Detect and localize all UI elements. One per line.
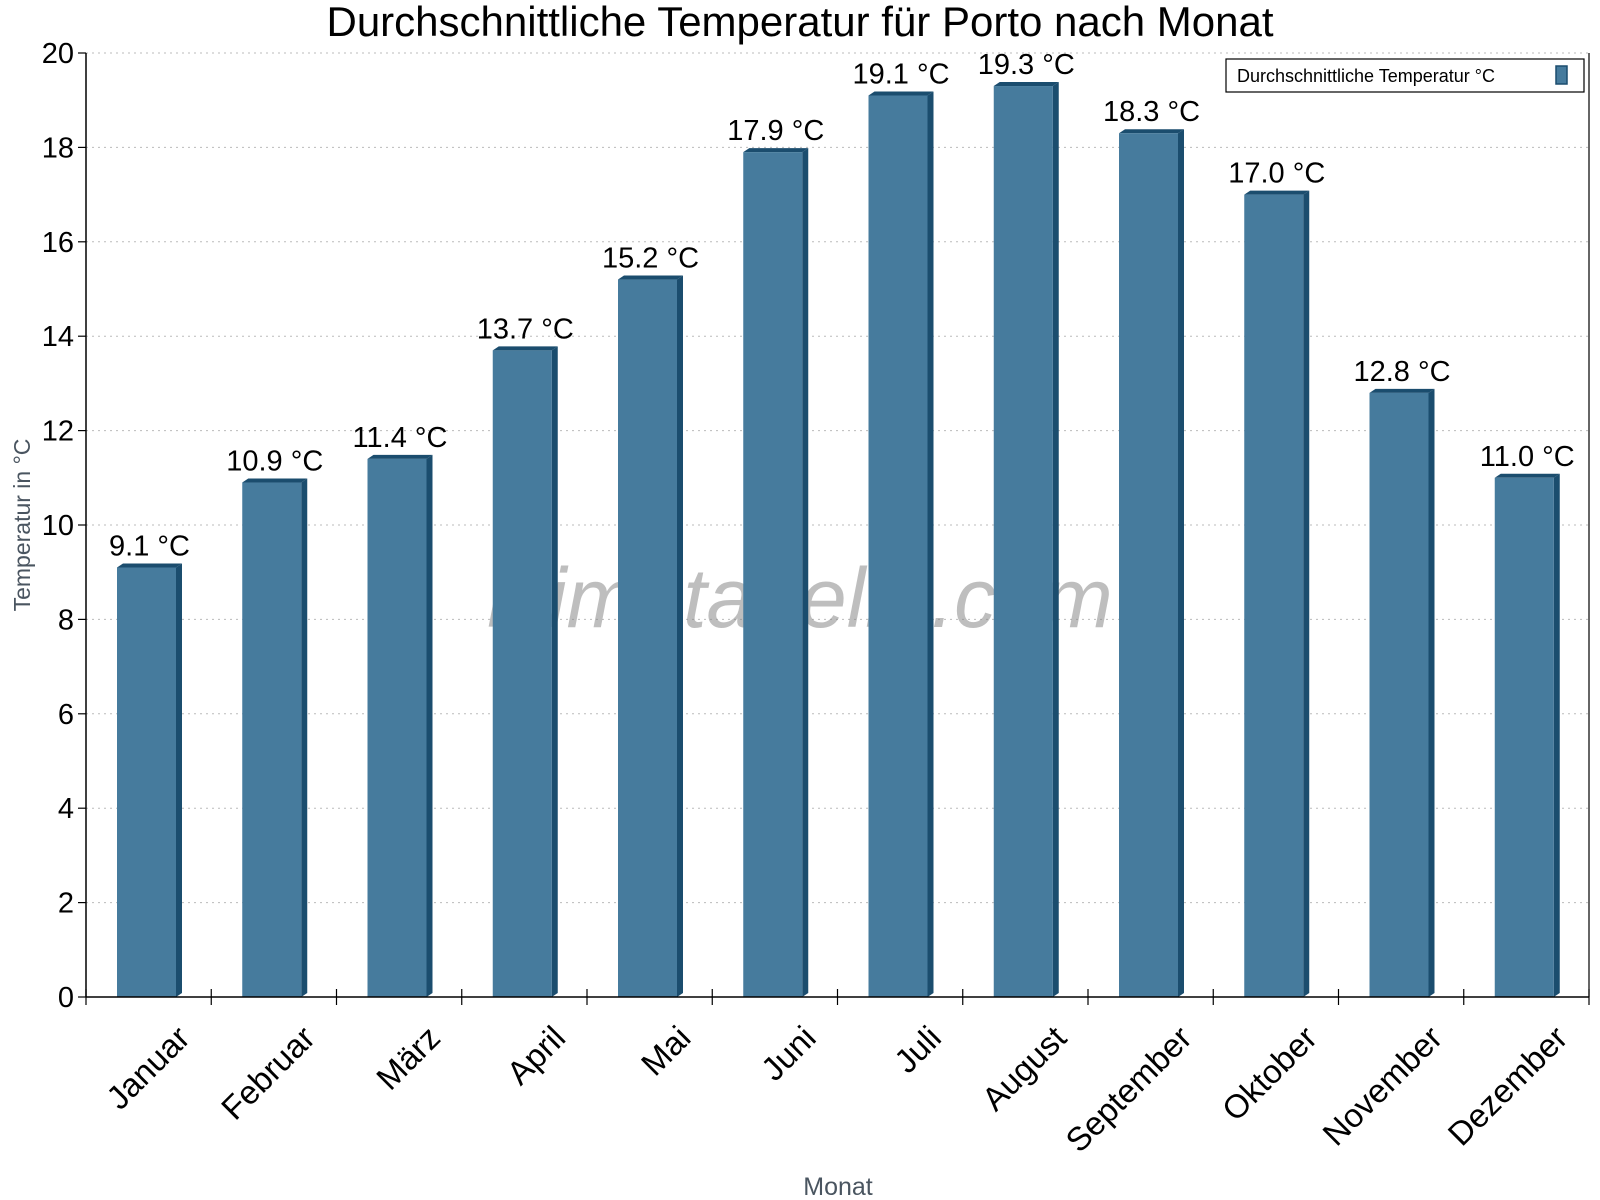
bar-top: [1244, 190, 1310, 195]
x-tick-label: Oktober: [1215, 1019, 1324, 1128]
bar: [1119, 133, 1178, 998]
bar-juni: 17.9 °C: [727, 115, 824, 997]
x-tick-label: April: [499, 1019, 572, 1092]
bar-top: [868, 91, 934, 96]
legend-swatch: [1555, 65, 1568, 85]
bar: [993, 86, 1053, 998]
bar-top: [367, 454, 433, 459]
data-label: 19.1 °C: [852, 58, 949, 90]
bar-top: [492, 346, 558, 351]
x-tick-label: Februar: [214, 1019, 322, 1127]
data-label: 9.1 °C: [109, 530, 190, 562]
x-tick-label: Juli: [887, 1019, 948, 1080]
bar: [1494, 477, 1554, 997]
bar-top: [242, 478, 308, 483]
bar-top: [743, 148, 809, 153]
bar-top: [117, 563, 182, 568]
y-tick-label: 8: [58, 604, 74, 636]
bar-april: 13.7 °C: [477, 313, 574, 997]
bar-side: [677, 275, 683, 997]
bar-side: [1428, 388, 1435, 998]
bar-top: [1494, 473, 1560, 478]
data-label: 17.9 °C: [727, 115, 824, 147]
x-tick-label: Mai: [634, 1019, 698, 1083]
x-tick-label: November: [1315, 1019, 1449, 1153]
chart-title: Durchschnittliche Temperatur für Porto n…: [326, 0, 1273, 45]
data-label: 12.8 °C: [1353, 356, 1450, 388]
data-label: 18.3 °C: [1103, 96, 1200, 128]
x-tick-label: August: [975, 1019, 1074, 1118]
y-axis-label: Temperatur in °C: [9, 439, 35, 612]
bar: [618, 279, 677, 997]
bar-märz: 11.4 °C: [353, 422, 448, 997]
bar-mai: 15.2 °C: [602, 243, 699, 997]
data-label: 19.3 °C: [978, 49, 1075, 81]
x-tick-label: März: [369, 1019, 447, 1097]
bar: [743, 152, 803, 997]
x-tick-label: Juni: [754, 1019, 823, 1088]
y-tick-label: 6: [58, 699, 74, 731]
bar-side: [176, 563, 182, 997]
bar: [1369, 392, 1429, 998]
data-label: 11.4 °C: [353, 422, 448, 454]
bar-top: [1119, 129, 1184, 134]
bar-juli: 19.1 °C: [852, 58, 950, 998]
bar-top: [618, 275, 683, 280]
bar-side: [802, 148, 809, 997]
bar: [117, 567, 176, 997]
bar-dezember: 11.0 °C: [1480, 441, 1575, 997]
y-tick-label: 2: [58, 888, 74, 920]
y-tick-label: 14: [42, 321, 74, 353]
bar-side: [1178, 129, 1184, 998]
bar-top: [1369, 388, 1435, 393]
x-tick-label: September: [1058, 1019, 1198, 1159]
bar-side: [1303, 190, 1310, 998]
bar-september: 18.3 °C: [1103, 96, 1200, 998]
data-label: 10.9 °C: [226, 446, 323, 478]
legend: Durchschnittliche Temperatur °C: [1225, 58, 1585, 93]
bar: [1244, 194, 1304, 998]
y-tick-label: 12: [42, 416, 74, 448]
bar-februar: 10.9 °C: [226, 446, 323, 997]
data-label: 11.0 °C: [1480, 441, 1575, 473]
bar-side: [927, 91, 934, 998]
bar-top: [993, 82, 1059, 87]
legend-label: Durchschnittliche Temperatur °C: [1237, 66, 1495, 86]
y-tick-label: 16: [42, 227, 74, 259]
y-tick-label: 18: [42, 132, 74, 164]
data-label: 15.2 °C: [602, 243, 699, 275]
bar-august: 19.3 °C: [978, 49, 1075, 998]
bar-oktober: 17.0 °C: [1228, 158, 1325, 998]
y-tick-label: 0: [58, 982, 74, 1014]
x-tick-label: Januar: [99, 1019, 197, 1117]
bar: [367, 458, 427, 997]
bar: [492, 350, 552, 997]
data-label: 13.7 °C: [477, 313, 574, 345]
bar-side: [1052, 82, 1059, 998]
bar-side: [551, 346, 558, 997]
y-tick-label: 20: [42, 38, 74, 70]
bar-side: [1553, 473, 1560, 997]
bar-november: 12.8 °C: [1353, 356, 1451, 998]
bar: [868, 95, 928, 998]
bar-januar: 9.1 °C: [109, 530, 190, 997]
data-label: 17.0 °C: [1228, 158, 1325, 190]
bar-side: [301, 478, 308, 997]
y-tick-label: 10: [42, 510, 74, 542]
y-tick-label: 4: [58, 793, 74, 825]
x-tick-label: Dezember: [1441, 1019, 1575, 1153]
bar: [242, 482, 302, 997]
bar-side: [426, 454, 433, 997]
x-axis-label: Monat: [803, 1173, 873, 1200]
